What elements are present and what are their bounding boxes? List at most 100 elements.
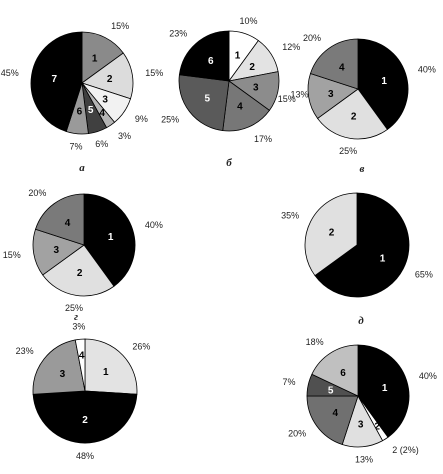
- pie-slice: [178, 74, 230, 132]
- panel-label: б: [226, 157, 232, 169]
- percent-label: 6%: [95, 139, 108, 149]
- percent-label: 13%: [355, 455, 373, 465]
- slice-number-label: 4: [99, 108, 105, 119]
- percent-label: 2 (2%): [392, 445, 419, 455]
- percent-label: 23%: [169, 29, 187, 39]
- percent-label: 45%: [1, 68, 19, 78]
- pie-slice: [316, 88, 388, 140]
- panel-label: д: [358, 315, 364, 327]
- slice-number-label: 1: [235, 50, 241, 61]
- slice-number-label: 1: [92, 54, 98, 65]
- slice-number-label: 5: [328, 385, 334, 396]
- slice-number-label: 3: [328, 89, 334, 100]
- percent-label: 3%: [118, 131, 131, 141]
- percent-label: 65%: [415, 270, 433, 280]
- pie-chart-7: 1 40% 2 2 (2%) 3 13% 4 20% 5 7% 6 18%: [282, 337, 436, 465]
- slice-number-label: 2: [351, 112, 357, 123]
- percent-label: 26%: [132, 342, 150, 352]
- pie-slice: [42, 244, 115, 297]
- pie-slice: [222, 80, 271, 132]
- percent-label: 20%: [28, 188, 46, 198]
- percent-label: 18%: [306, 337, 324, 347]
- pie-slice: [304, 192, 358, 277]
- pie-slice: [32, 339, 86, 395]
- percent-label: 3%: [72, 321, 85, 331]
- slice-number-label: 2: [249, 62, 255, 73]
- slice-number-label: 6: [77, 106, 83, 117]
- pie-slice: [30, 31, 83, 133]
- slice-number-label: 2: [329, 228, 335, 239]
- slice-number-label: 6: [208, 56, 214, 67]
- slice-number-label: 4: [333, 408, 339, 419]
- slice-number-label: 4: [237, 102, 243, 113]
- pie-slice: [314, 192, 410, 298]
- slice-number-label: 1: [382, 383, 388, 394]
- percent-label: 17%: [254, 134, 272, 144]
- slice-number-label: 2: [107, 74, 113, 85]
- percent-label: 9%: [135, 114, 148, 124]
- pie-chart-3: 1 40% 2 25% 3 15% 4 20% в: [278, 33, 436, 175]
- percent-label: 25%: [339, 146, 357, 156]
- pie-slice: [84, 338, 138, 395]
- percent-label: 23%: [16, 346, 34, 356]
- pie-slice: [306, 395, 359, 446]
- percent-label: 13%: [291, 90, 309, 100]
- pie-slice: [357, 38, 409, 131]
- pie-slice: [309, 38, 359, 90]
- percent-label: 7%: [282, 377, 295, 387]
- pie-chart-5: 1 65% 2 35% д: [281, 192, 433, 327]
- slice-number-label: 1: [103, 367, 109, 378]
- pie-chart-2: 1 10% 2 12% 3 13% 4 17% 5 25% 6 23% б: [161, 16, 308, 169]
- panel-label: а: [79, 162, 85, 174]
- pie-slice: [34, 193, 85, 246]
- percent-label: 48%: [76, 451, 94, 461]
- pie-slice: [81, 31, 124, 84]
- percent-label: 25%: [161, 115, 179, 125]
- percent-label: 12%: [282, 42, 300, 52]
- pie-slice: [83, 193, 136, 287]
- pie-slice: [74, 338, 86, 392]
- percent-label: 40%: [418, 65, 436, 75]
- slice-number-label: 4: [65, 218, 71, 229]
- slice-number-label: 4: [339, 62, 345, 73]
- percent-label: 25%: [65, 303, 83, 313]
- percent-label: 20%: [288, 429, 306, 439]
- slice-number-label: 1: [381, 76, 387, 87]
- slice-number-label: 4: [79, 350, 85, 361]
- pie-chart-6: 1 26% 2 48% 3 23% 4 3%: [16, 321, 151, 461]
- slice-number-label: 1: [380, 254, 386, 265]
- pie-slice: [81, 52, 134, 100]
- slice-number-label: 3: [102, 94, 108, 105]
- percent-label: 10%: [239, 16, 257, 26]
- pie-chart-1: 1 15% 2 15% 3 9% 4 3% 5 6% 6 7% 7 45% а: [1, 21, 163, 174]
- slice-number-label: 2: [77, 268, 83, 279]
- slice-number-label: 3: [60, 369, 66, 380]
- percent-label: 20%: [303, 33, 321, 43]
- slice-number-label: 5: [205, 93, 211, 104]
- pie-slice: [311, 344, 359, 397]
- percent-label: 15%: [145, 68, 163, 78]
- percent-label: 15%: [111, 21, 129, 31]
- slice-number-label: 2: [374, 422, 380, 433]
- percent-label: 7%: [69, 142, 82, 152]
- pie-slice: [32, 228, 85, 276]
- slice-number-label: 3: [54, 245, 60, 256]
- slice-number-label: 5: [88, 105, 94, 116]
- pie-slice: [32, 390, 138, 444]
- slice-number-label: 2: [82, 415, 88, 426]
- slice-number-label: 6: [340, 368, 346, 379]
- slice-number-label: 7: [52, 74, 58, 85]
- percent-label: 40%: [419, 371, 437, 381]
- slice-number-label: 3: [253, 83, 259, 94]
- percent-label: 35%: [281, 211, 299, 221]
- pie-chart-4: 1 40% 2 25% 3 15% 4 20% г: [3, 188, 163, 323]
- pie-slice: [357, 344, 410, 438]
- percent-label: 15%: [278, 94, 296, 104]
- slice-number-label: 1: [108, 232, 114, 243]
- panel-label: г: [74, 311, 78, 323]
- percent-label: 15%: [3, 250, 21, 260]
- slice-number-label: 3: [358, 419, 364, 430]
- pie-slice: [178, 30, 230, 82]
- percent-label: 40%: [145, 220, 163, 230]
